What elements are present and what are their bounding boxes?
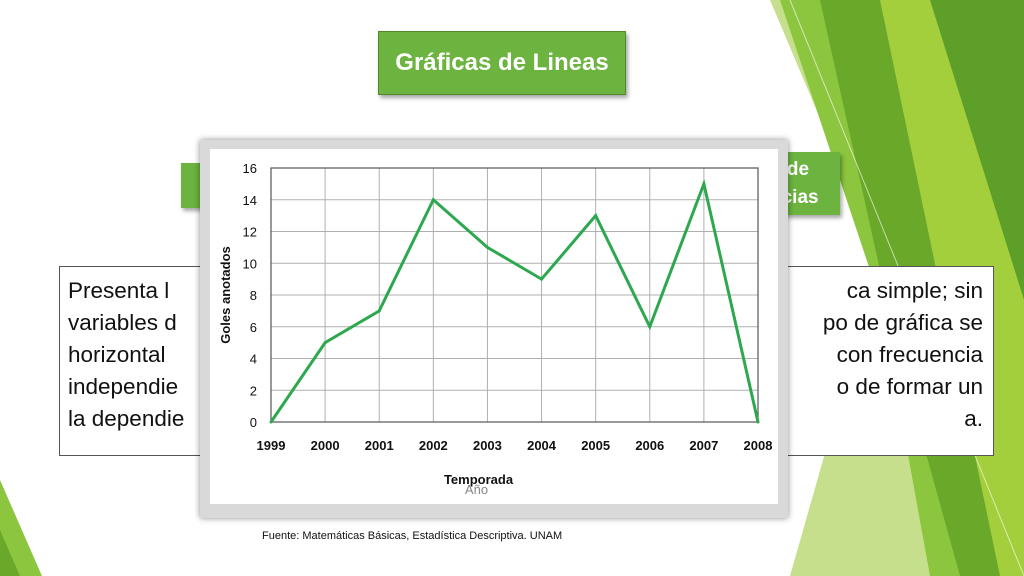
y-tick-label: 10 xyxy=(243,256,257,271)
data-point xyxy=(594,214,598,218)
y-tick-label: 2 xyxy=(250,383,257,398)
x-axis-label: Temporada xyxy=(444,472,514,487)
y-tick-label: 4 xyxy=(250,352,257,367)
x-tick-label: 1999 xyxy=(257,438,286,453)
x-tick-label: 2008 xyxy=(744,438,773,453)
x-tick-label: 2004 xyxy=(527,438,557,453)
line-chart: 0 2 4 6 8 10 12 14 16 1999 2000 2001 2002 2003 2004 200… xyxy=(218,161,773,497)
source-caption: Fuente: Matemáticas Básicas, Estadística… xyxy=(262,530,563,542)
y-axis-label: Goles anotados xyxy=(218,246,233,344)
x-tick-label: 2002 xyxy=(419,438,448,453)
body-text-right: con frecuencia xyxy=(836,342,983,367)
x-tick-label: 2006 xyxy=(635,438,664,453)
body-text-right: ca simple; sin xyxy=(846,278,983,303)
body-text-right: a. xyxy=(964,406,983,431)
body-text-line: variables d po de gráfica se xyxy=(68,307,983,339)
x-tick-label: 2003 xyxy=(473,438,502,453)
data-point xyxy=(648,325,652,329)
body-text-line: independie o de formar un xyxy=(68,371,983,403)
body-text-left: variables d xyxy=(68,310,177,335)
chart-frame: 0 2 4 6 8 10 12 14 16 1999 2000 2001 2002 2003 2004 200… xyxy=(200,140,788,518)
body-text-line: Presenta l ca simple; sin xyxy=(68,275,983,307)
y-tick-label: 0 xyxy=(250,415,257,430)
data-point xyxy=(377,309,381,313)
chart-panel: 0 2 4 6 8 10 12 14 16 1999 2000 2001 2002 2003 2004 200… xyxy=(210,149,778,504)
y-tick-label: 6 xyxy=(250,320,257,335)
body-text-left: independie xyxy=(68,374,179,399)
data-point xyxy=(431,198,435,202)
data-point xyxy=(323,341,327,345)
x-tick-label: 2000 xyxy=(311,438,340,453)
body-text-line: la dependie a. xyxy=(68,403,983,435)
data-point xyxy=(702,182,706,186)
plot-border xyxy=(270,167,759,423)
y-tick-label: 8 xyxy=(250,288,257,303)
x-tick-label: 2005 xyxy=(581,438,610,453)
y-tick-label: 16 xyxy=(243,161,257,176)
body-text-right: po de gráfica se xyxy=(822,310,983,335)
x-tick-label: 2001 xyxy=(365,438,394,453)
data-point xyxy=(756,420,760,424)
data-point xyxy=(540,277,544,281)
y-tick-label: 14 xyxy=(243,193,257,208)
x-tick-label: 2007 xyxy=(689,438,718,453)
body-text-left: horizontal xyxy=(68,342,166,367)
x-axis-label-obscured: Año xyxy=(465,482,488,497)
y-tick-label: 12 xyxy=(243,225,257,240)
data-point xyxy=(269,420,273,424)
body-text-right: o de formar un xyxy=(836,374,983,399)
body-text-left: Presenta l xyxy=(68,278,170,303)
slide-title: Gráficas de Lineas xyxy=(378,31,626,95)
body-text-line: horizontal con frecuencia xyxy=(68,339,983,371)
series-line xyxy=(269,178,760,423)
body-text-left: la dependie xyxy=(68,406,185,431)
data-point xyxy=(485,245,489,249)
